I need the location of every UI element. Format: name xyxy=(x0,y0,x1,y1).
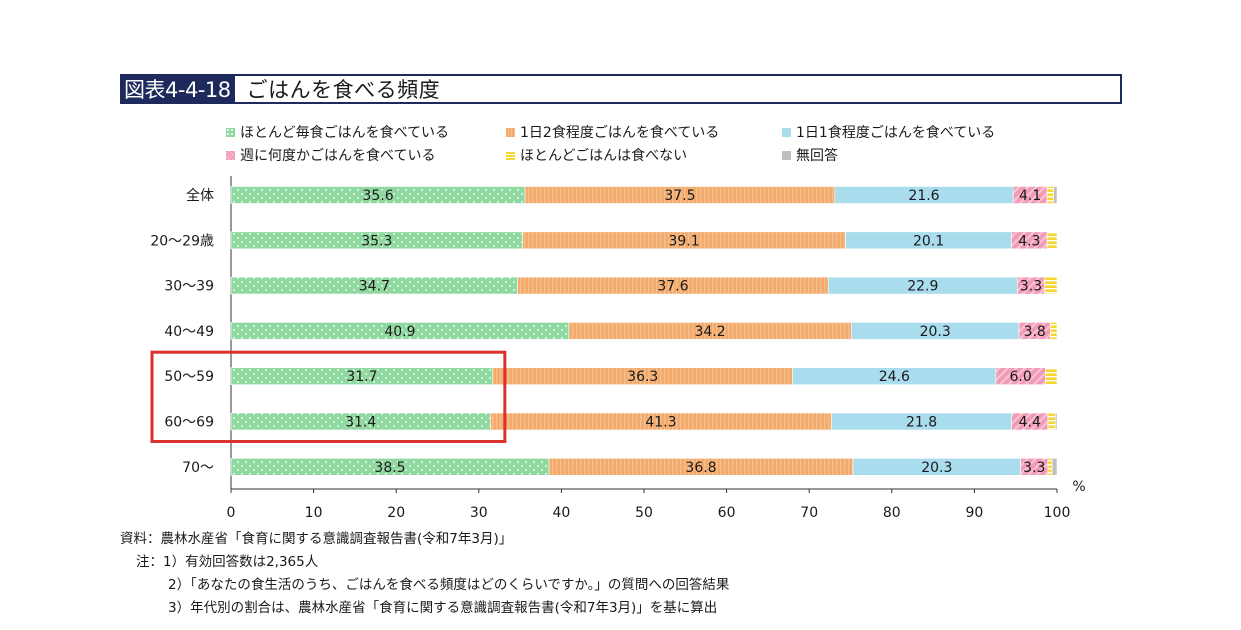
note-1: 注：1）有効回答数は2,365人 xyxy=(136,554,319,570)
data-label: 35.3 xyxy=(361,233,392,249)
legend-swatch-1 xyxy=(226,127,235,137)
category-label: 70〜 xyxy=(182,460,214,476)
category-label: 全体 xyxy=(186,187,214,204)
plot-area: 0 10 20 30 40 50 60 70 80 90 100% 全体 35.6 37.5 21.6 4.1… xyxy=(150,176,1086,521)
category-label: 40〜49 xyxy=(164,324,214,340)
notes: 資料：農林水産省「食育に関する意識調査報告書(令和7年3月)」 注：1）有効回答… xyxy=(120,528,729,620)
chart-title-box: 図表4-4-18 ごはんを食べる頻度 xyxy=(120,74,1122,104)
data-label: 22.9 xyxy=(907,279,938,295)
data-label: 3.8 xyxy=(1024,324,1046,340)
note-3: 3）年代別の割合は、農林水産省「食育に関する意識調査報告書(令和7年3月)」を基… xyxy=(168,600,718,616)
legend-swatch-3 xyxy=(782,127,791,137)
data-label: 20.3 xyxy=(921,460,952,476)
x-tick-label: 90 xyxy=(965,505,983,521)
figure-number: 図表4-4-18 xyxy=(122,76,235,102)
data-label: 38.5 xyxy=(374,460,405,476)
note-2: 2）「あなたの食生活のうち、ごはんを食べる頻度はどのくらいですか。」の質問への回… xyxy=(168,577,730,593)
legend-label-6: 無回答 xyxy=(796,148,838,164)
x-tick-label: 10 xyxy=(305,505,323,521)
data-label: 31.7 xyxy=(346,369,377,385)
category-label: 30〜39 xyxy=(164,279,214,295)
source-note: 資料：農林水産省「食育に関する意識調査報告書(令和7年3月)」 xyxy=(120,531,513,547)
bar-segment xyxy=(1051,457,1058,476)
data-label: 41.3 xyxy=(645,415,676,431)
legend-item-6: 無回答 xyxy=(782,145,838,165)
bar-segment xyxy=(1050,322,1058,340)
category-label: 60〜69 xyxy=(164,415,214,431)
chart-title: ごはんを食べる頻度 xyxy=(246,78,441,102)
legend-label-1: ほとんど毎食ごはんを食べている xyxy=(240,125,450,141)
data-label: 31.4 xyxy=(345,415,376,431)
bar-segment xyxy=(1055,412,1058,431)
legend-item-3: 1日1食程度ごはんを食べている xyxy=(782,122,995,142)
data-label: 4.1 xyxy=(1019,188,1041,204)
data-label: 37.5 xyxy=(664,188,695,204)
data-label: 21.8 xyxy=(906,415,937,431)
x-tick-label: 50 xyxy=(635,505,653,521)
legend-label-3: 1日1食程度ごはんを食べている xyxy=(796,125,996,141)
bar-segment xyxy=(1046,186,1054,204)
x-tick-label: 70 xyxy=(800,505,818,521)
legend-label-4: 週に何度かごはんを食べている xyxy=(240,148,436,164)
data-label: 39.1 xyxy=(668,233,699,249)
legend-label-2: 1日2食程度ごはんを食べている xyxy=(520,125,720,141)
data-label: 3.3 xyxy=(1023,460,1045,476)
category-label: 50〜59 xyxy=(164,369,214,385)
legend-swatch-5 xyxy=(506,150,515,160)
bar-segment xyxy=(1047,412,1056,431)
data-label: 21.6 xyxy=(908,188,939,204)
legend-label-5: ほとんどごはんは食べない xyxy=(520,148,688,164)
bar-segment xyxy=(1047,457,1053,476)
data-label: 36.8 xyxy=(685,460,716,476)
legend-item-2: 1日2食程度ごはんを食べている xyxy=(506,122,719,142)
legend-item-5: ほとんどごはんは食べない xyxy=(506,145,687,165)
data-label: 34.7 xyxy=(359,279,390,295)
data-label: 35.6 xyxy=(362,188,393,204)
legend-item-1: ほとんど毎食ごはんを食べている xyxy=(226,122,449,142)
data-label: 3.3 xyxy=(1020,279,1042,295)
data-label: 40.9 xyxy=(384,324,415,340)
data-label: 4.4 xyxy=(1019,415,1041,431)
x-tick-label: 0 xyxy=(227,505,236,521)
x-tick-label: 60 xyxy=(718,505,736,521)
legend-swatch-4 xyxy=(226,150,235,160)
x-tick-label: 100 xyxy=(1044,505,1071,521)
data-label: 24.6 xyxy=(879,369,910,385)
data-label: 20.3 xyxy=(920,324,951,340)
data-label: 4.3 xyxy=(1018,233,1040,249)
x-tick-label: 20 xyxy=(387,505,405,521)
x-tick-label: 40 xyxy=(552,505,570,521)
x-tick-label: 30 xyxy=(470,505,488,521)
bar-segment xyxy=(1046,231,1058,250)
legend-swatch-2 xyxy=(506,127,515,137)
bar-segment xyxy=(1053,186,1058,204)
highlight-box xyxy=(150,350,507,444)
bar-segment xyxy=(1045,367,1058,386)
data-label: 36.3 xyxy=(627,369,658,385)
category-label: 20〜29歳 xyxy=(150,233,214,249)
data-label: 20.1 xyxy=(913,233,944,249)
data-label: 37.6 xyxy=(657,279,688,295)
legend-item-4: 週に何度かごはんを食べている xyxy=(226,145,435,165)
x-unit-label: % xyxy=(1072,479,1085,495)
bar-segment xyxy=(1044,276,1058,295)
data-label: 6.0 xyxy=(1010,369,1032,385)
legend-swatch-6 xyxy=(782,150,791,160)
x-tick-label: 80 xyxy=(883,505,901,521)
data-label: 34.2 xyxy=(694,324,725,340)
